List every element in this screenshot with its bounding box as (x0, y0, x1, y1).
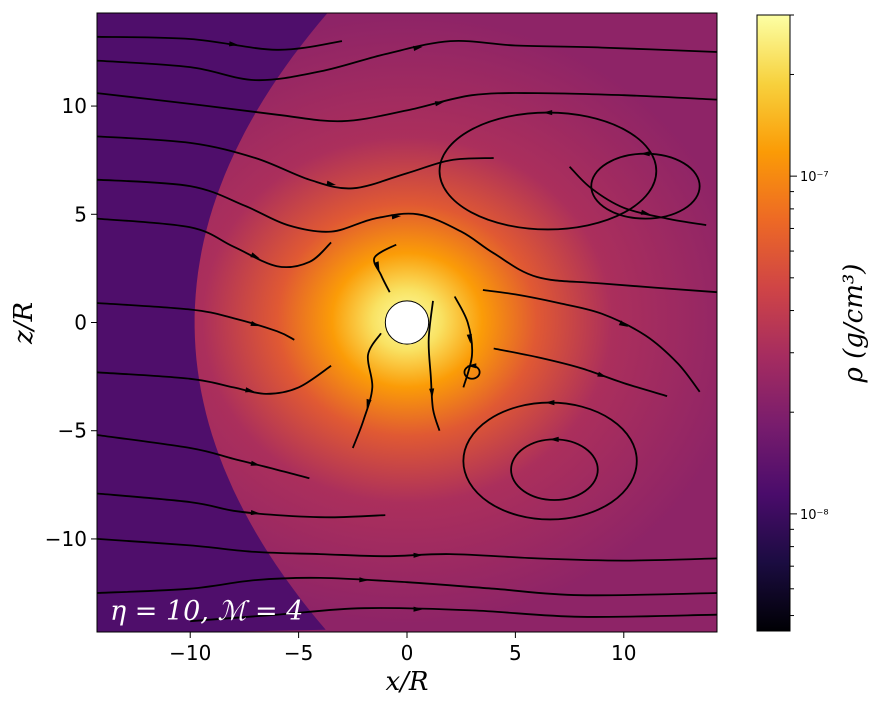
obstacle-circle (384, 300, 430, 345)
streamline-arrow (413, 552, 423, 558)
streamline-4 (97, 178, 717, 294)
streamline-arrow (326, 180, 336, 186)
colorbar-tick-label: 10⁻⁸ (800, 508, 829, 523)
y-tick-label: −10 (45, 527, 87, 551)
y-tick-label: 0 (74, 311, 87, 335)
x-tick-label: 10 (611, 641, 636, 665)
streamline-arrow (413, 45, 423, 51)
streamline-arrow (467, 363, 477, 369)
plot-area (97, 13, 717, 632)
streamline-17 (351, 332, 382, 449)
streamline-12 (190, 607, 717, 623)
colorbar-label: ρ (g/cm³) (839, 264, 869, 384)
streamline-arrow (250, 460, 261, 466)
colorbar-ticks: 10⁻⁸ 10⁻⁷ (790, 14, 829, 617)
streamline-arrow (597, 371, 607, 378)
streamline-arrow (250, 510, 261, 516)
x-tick-label: −5 (284, 641, 313, 665)
colorbar-tick-label: 10⁻⁷ (800, 170, 829, 185)
streamline-arrow (229, 41, 239, 47)
streamlines (97, 35, 717, 623)
streamline-14 (493, 347, 668, 397)
colorbar-gradient (756, 14, 791, 632)
x-axis-title: x/R (386, 667, 429, 697)
y-axis-title: z/R (9, 302, 39, 345)
streamline-9 (97, 492, 386, 519)
ambient-wind-region (97, 13, 328, 632)
streamline-arrow (640, 209, 651, 215)
streamline-8 (97, 434, 310, 480)
streamline-arrow (359, 577, 369, 583)
y-axis-ticks: 10 5 0 −5 −10 (45, 94, 97, 551)
streamline-2 (97, 92, 717, 123)
x-tick-label: 0 (401, 641, 414, 665)
streamline-arrow (250, 321, 260, 327)
streamline-16 (373, 243, 397, 293)
x-axis-ticks: −10 −5 0 5 10 (169, 632, 637, 665)
streamline-arrow (413, 606, 423, 612)
streamline-arrow (549, 436, 559, 442)
streamline-15 (568, 166, 707, 226)
streamline-arrow (466, 334, 472, 344)
streamline-arrow (542, 110, 553, 116)
streamline-arrow (434, 101, 445, 107)
y-tick-label: 5 (74, 202, 87, 226)
streamline-18 (427, 300, 441, 431)
streamline-arrow (366, 398, 372, 409)
x-tick-label: −10 (169, 641, 211, 665)
parameter-annotation: η = 10, ℳ = 4 (110, 596, 303, 627)
streamline-arrow (618, 320, 629, 327)
streamline-arrow (391, 214, 402, 220)
streamline-arrow (245, 387, 255, 393)
streamline-arrow (545, 400, 555, 406)
streamline-arrow (640, 151, 650, 157)
x-tick-label: 5 (509, 641, 522, 665)
streamline-arrow (429, 388, 435, 398)
streamline-6 (97, 302, 295, 341)
y-tick-label: −5 (58, 419, 87, 443)
streamline-arrow (250, 252, 260, 259)
streamline-11 (97, 576, 717, 597)
y-tick-label: 10 (62, 94, 87, 118)
streamline-5 (97, 217, 332, 269)
streamline-1 (97, 39, 717, 82)
streamline-10 (97, 538, 717, 562)
streamline-arrow (373, 261, 380, 271)
colorbar: 10⁻⁸ 10⁻⁷ ρ (g/cm³) (756, 14, 869, 632)
streamline-13 (482, 289, 701, 393)
streamline-3 (97, 135, 494, 190)
